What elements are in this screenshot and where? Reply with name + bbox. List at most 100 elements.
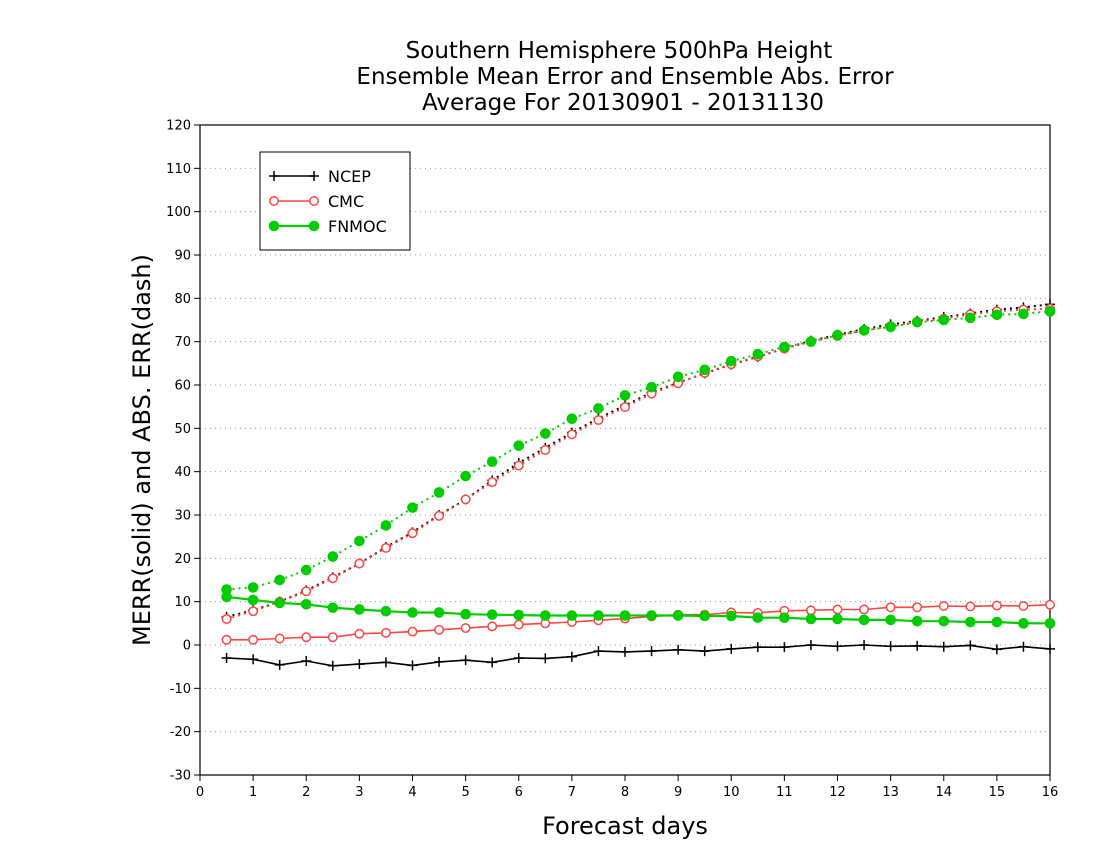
fnmoc-abs-err-point-12 (540, 428, 551, 439)
x-tick-label-13: 13 (882, 785, 899, 800)
cmc-merr-point-2 (274, 633, 285, 644)
y-axis-title: MERR(solid) and ABS. ERR(dash) (128, 254, 156, 646)
fnmoc-merr-point-24 (858, 614, 870, 626)
cmc-abs-err-point-12 (540, 445, 551, 455)
cmc-merr-point-22 (805, 605, 816, 616)
ncep-merr-point-23 (832, 641, 843, 652)
fnmoc-abs-err-point-30 (1018, 308, 1029, 320)
legend-label-ncep: NCEP (328, 167, 371, 186)
y-tick-label-6: 30 (174, 509, 191, 524)
cmc-abs-err-point-7 (407, 528, 418, 539)
ncep-merr-point-22 (805, 640, 816, 650)
cmc-merr-point-10 (487, 621, 498, 632)
title-line-1: Southern Hemisphere 500hPa Height (406, 38, 833, 64)
fnmoc-abs-err-point-2 (274, 574, 285, 586)
series-fnmoc (221, 306, 1056, 629)
fnmoc-abs-err-point-10 (486, 456, 498, 468)
cmc-abs-err-point-1 (248, 606, 259, 617)
fnmoc-abs-err-point-6 (380, 520, 392, 531)
fnmoc-merr-point-5 (354, 604, 365, 615)
fnmoc-abs-err-point-11 (513, 440, 525, 451)
ncep-merr-point-4 (327, 660, 338, 671)
fnmoc-abs-err-line (226, 310, 1051, 591)
y-tick-label-1: -20 (170, 725, 191, 740)
cmc-abs-err-point-10 (487, 477, 498, 488)
cmc-abs-err-point-13 (566, 429, 577, 440)
fnmoc-abs-err-point-5 (354, 535, 365, 547)
ncep-merr-point-27 (938, 641, 949, 652)
x-tick-label-16: 16 (1042, 785, 1059, 800)
x-tick-label-0: 0 (196, 785, 204, 800)
cmc-merr-point-11 (513, 619, 524, 630)
legend-marker-start-ncep (269, 171, 279, 181)
legend-marker-start-fnmoc (268, 220, 280, 232)
fnmoc-merr-point-17 (672, 610, 684, 621)
fnmoc-abs-err-point-19 (725, 355, 737, 367)
x-tick-label-5: 5 (461, 785, 469, 800)
x-tick-label-1: 1 (249, 785, 257, 800)
ncep-merr-point-13 (566, 651, 577, 662)
fnmoc-abs-err-point-16 (646, 381, 657, 393)
ncep-merr-point-20 (752, 642, 763, 653)
cmc-abs-err-point-15 (620, 402, 630, 413)
fnmoc-merr-point-16 (646, 610, 657, 621)
y-tick-label-9: 60 (174, 379, 191, 394)
ncep-merr-point-3 (301, 656, 312, 667)
ncep-merr-point-15 (620, 646, 630, 657)
cmc-merr-point-4 (327, 632, 338, 643)
fnmoc-merr-point-31 (1044, 618, 1056, 629)
cmc-merr-point-27 (938, 601, 949, 611)
fnmoc-abs-err-point-31 (1044, 306, 1056, 317)
legend-marker-end-ncep (309, 171, 319, 181)
cmc-merr-point-24 (859, 604, 870, 615)
y-tick-label-11: 80 (174, 292, 191, 307)
cmc-abs-err-point-14 (593, 415, 604, 426)
chart-title: Southern Hemisphere 500hPa Height Ensemb… (356, 38, 894, 116)
cmc-merr-point-7 (407, 626, 418, 637)
ncep-merr-line (226, 644, 1051, 667)
ncep-merr-point-0 (221, 653, 232, 663)
fnmoc-merr-point-30 (1018, 618, 1029, 629)
cmc-abs-err-point-4 (327, 573, 338, 584)
fnmoc-abs-err-point-26 (911, 316, 923, 328)
fnmoc-merr-point-18 (699, 610, 710, 622)
fnmoc-abs-err-point-25 (885, 321, 896, 333)
y-tick-label-4: 10 (174, 595, 191, 610)
y-tick-label-5: 20 (174, 552, 191, 567)
fnmoc-merr-point-28 (965, 616, 976, 628)
fnmoc-merr-point-22 (805, 613, 817, 625)
cmc-abs-err-point-11 (513, 460, 524, 471)
cmc-merr-point-9 (460, 623, 471, 634)
ncep-merr-point-18 (699, 646, 710, 657)
cmc-merr-point-6 (380, 627, 391, 638)
fnmoc-merr-point-23 (832, 613, 843, 625)
ncep-merr-point-17 (673, 644, 684, 655)
fnmoc-abs-err-point-14 (593, 403, 604, 414)
cmc-abs-err-point-0 (221, 614, 232, 624)
legend: NCEP CMC FNMOC (259, 151, 411, 251)
fnmoc-merr-point-2 (274, 597, 285, 609)
fnmoc-abs-err-point-9 (460, 470, 471, 482)
x-tick-label-11: 11 (776, 785, 793, 800)
fnmoc-abs-err-point-17 (672, 371, 684, 383)
fnmoc-merr-point-20 (752, 612, 764, 624)
ncep-merr-point-29 (991, 644, 1002, 655)
legend-marker-start-cmc (269, 196, 279, 206)
y-tick-label-14: 110 (166, 162, 191, 177)
fnmoc-merr-point-9 (460, 608, 471, 620)
fnmoc-merr-point-11 (513, 609, 525, 621)
fnmoc-abs-err-point-23 (832, 329, 843, 341)
cmc-abs-err-point-6 (380, 542, 391, 553)
cmc-merr-point-28 (965, 601, 976, 612)
ncep-merr-point-30 (1018, 641, 1029, 652)
cmc-abs-err-point-3 (301, 586, 312, 597)
fnmoc-abs-err-point-1 (247, 582, 259, 593)
fnmoc-merr-point-0 (221, 591, 232, 603)
fnmoc-merr-point-26 (911, 615, 923, 627)
cmc-merr-point-29 (991, 600, 1002, 611)
gridlines (200, 167, 1050, 733)
ncep-merr-point-9 (460, 655, 471, 666)
y-tick-label-7: 40 (174, 465, 191, 480)
fnmoc-merr-point-19 (725, 610, 737, 622)
fnmoc-abs-err-point-7 (407, 502, 418, 513)
